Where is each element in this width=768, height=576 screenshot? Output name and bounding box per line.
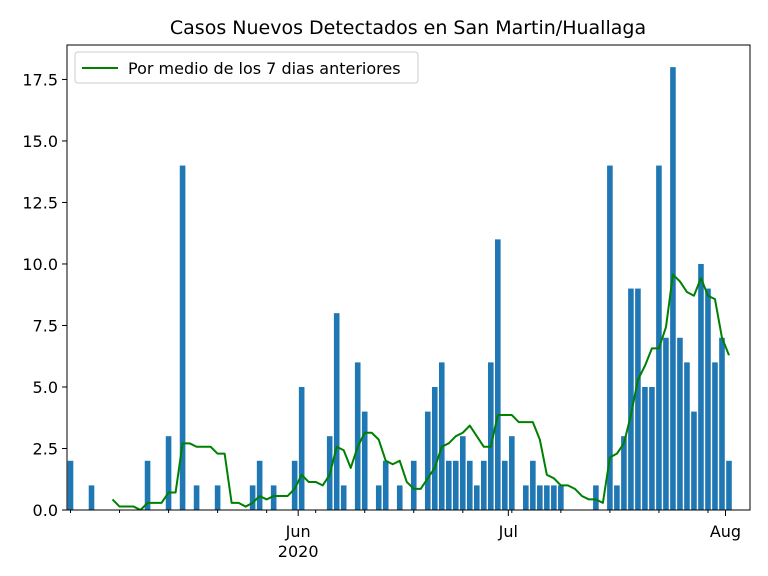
legend-box bbox=[74, 51, 419, 84]
bar-2020-07-17 bbox=[621, 436, 627, 510]
bar-2020-07-31 bbox=[719, 337, 725, 510]
bar-2020-07-29 bbox=[705, 288, 711, 510]
legend: Por medio de los 7 dias anteriores bbox=[74, 51, 419, 84]
bar-2020-05-10 bbox=[144, 460, 151, 510]
bar-2020-07-27 bbox=[691, 411, 697, 510]
bar-2020-07-15 bbox=[607, 165, 613, 510]
moving-average-line bbox=[111, 273, 730, 510]
x-tick-label-2: Aug bbox=[710, 522, 741, 541]
bar-2020-06-28 bbox=[488, 362, 494, 510]
bar-2020-06-01 bbox=[298, 386, 305, 510]
bar-2020-07-22 bbox=[656, 165, 662, 510]
bar-2020-06-19 bbox=[424, 411, 431, 510]
bar-2020-05-02 bbox=[88, 485, 95, 510]
y-tick-label-7: 17.5 bbox=[22, 70, 58, 89]
bar-2020-07-01 bbox=[509, 436, 515, 510]
bar-2020-06-27 bbox=[481, 460, 487, 510]
bar-2020-07-23 bbox=[663, 337, 669, 510]
x-tick-label-0: Jun bbox=[285, 522, 311, 541]
bar-2020-05-13 bbox=[165, 436, 172, 510]
bar-2020-07-08 bbox=[558, 485, 564, 510]
bar-2020-05-20 bbox=[214, 485, 221, 510]
bar-2020-07-19 bbox=[635, 288, 641, 510]
bar-2020-06-29 bbox=[495, 239, 501, 510]
bar-2020-06-30 bbox=[502, 460, 508, 510]
x-tick-sublabel-0: 2020 bbox=[278, 542, 319, 561]
bar-2020-07-30 bbox=[712, 362, 718, 510]
axes-frame bbox=[66, 44, 751, 511]
y-axis: 0.0 2.5 5.0 7.5 10.0 12.5 15.0 17.5 bbox=[22, 70, 67, 520]
bar-2020-07-04 bbox=[530, 460, 536, 510]
y-tick-label-2: 5.0 bbox=[33, 378, 58, 397]
bar-2020-06-26 bbox=[474, 485, 480, 510]
bar-2020-06-10 bbox=[361, 411, 368, 510]
bar-2020-07-16 bbox=[614, 485, 620, 510]
bar-2020-06-09 bbox=[354, 362, 361, 510]
bar-2020-07-26 bbox=[684, 362, 690, 510]
y-tick-label-3: 7.5 bbox=[33, 316, 58, 335]
bar-2020-06-23 bbox=[452, 460, 459, 510]
y-tick-label-6: 15.0 bbox=[22, 132, 58, 151]
bar-2020-07-21 bbox=[649, 386, 655, 510]
bar-2020-07-13 bbox=[593, 485, 599, 510]
bar-2020-06-13 bbox=[382, 460, 389, 510]
bar-2020-06-07 bbox=[340, 485, 347, 510]
bar-2020-04-29 bbox=[67, 460, 74, 510]
y-tick-label-0: 0.0 bbox=[33, 501, 58, 520]
bar-2020-06-24 bbox=[459, 436, 466, 510]
bar-2020-05-25 bbox=[249, 485, 256, 510]
bar-2020-05-26 bbox=[256, 460, 263, 510]
x-tick-label-1: Jul bbox=[498, 522, 518, 541]
bar-2020-07-28 bbox=[698, 263, 704, 510]
bar-2020-06-20 bbox=[431, 386, 438, 510]
bar-2020-07-20 bbox=[642, 386, 648, 510]
y-tick-label-5: 12.5 bbox=[22, 193, 58, 212]
bar-2020-08-01 bbox=[726, 460, 732, 510]
bar-2020-07-24 bbox=[670, 67, 676, 510]
y-tick-label-4: 10.0 bbox=[22, 255, 58, 274]
bar-2020-06-15 bbox=[396, 485, 403, 510]
plot-area bbox=[67, 67, 732, 510]
bar-2020-06-17 bbox=[410, 460, 417, 510]
bar-2020-06-21 bbox=[438, 362, 445, 510]
bar-2020-07-06 bbox=[544, 485, 550, 510]
y-tick-label-1: 2.5 bbox=[33, 439, 58, 458]
bar-2020-07-07 bbox=[551, 485, 557, 510]
bar-2020-06-25 bbox=[466, 460, 473, 510]
chart-title: Casos Nuevos Detectados en San Martin/Hu… bbox=[170, 17, 646, 39]
bar-2020-07-18 bbox=[628, 288, 634, 510]
bar-2020-05-31 bbox=[291, 460, 298, 510]
bar-2020-07-05 bbox=[537, 485, 543, 510]
bar-2020-07-03 bbox=[523, 485, 529, 510]
bar-2020-06-12 bbox=[375, 485, 382, 510]
bar-2020-05-15 bbox=[179, 165, 186, 510]
bar-2020-05-17 bbox=[193, 485, 200, 510]
bar-2020-06-22 bbox=[445, 460, 452, 510]
bar-2020-07-25 bbox=[677, 337, 683, 510]
bar-2020-06-06 bbox=[333, 313, 340, 510]
legend-label: Por medio de los 7 dias anteriores bbox=[128, 59, 401, 78]
bar-2020-05-28 bbox=[270, 485, 277, 510]
